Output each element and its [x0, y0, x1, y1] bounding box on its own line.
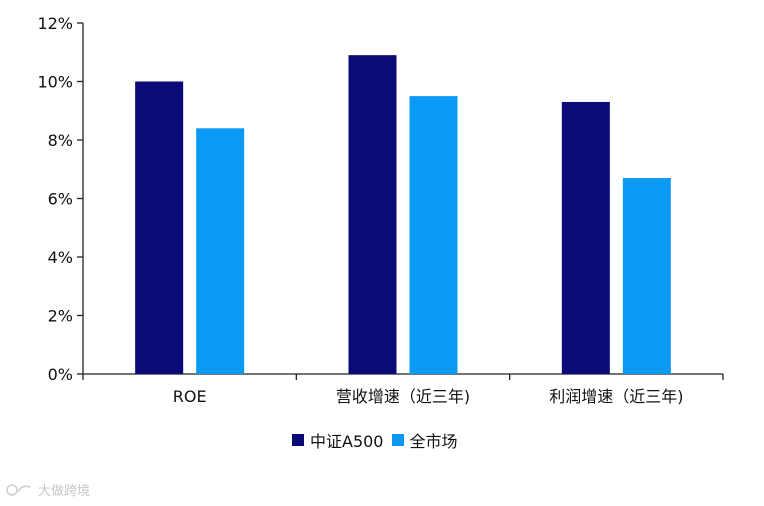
legend-item-series-2: 全市场: [391, 428, 458, 452]
bars: [135, 55, 671, 375]
bar-1-3: [561, 101, 610, 374]
y-tick-label: 2%: [48, 307, 73, 326]
y-tick-label: 12%: [37, 14, 73, 33]
x-axis: ROE 营收增速（近三年) 利润增速（近三年): [82, 373, 724, 406]
bird-logo-icon: [6, 482, 32, 498]
x-tick-label: ROE: [173, 387, 207, 406]
y-tick-label: 10%: [37, 73, 73, 92]
watermark: 大做跨境: [6, 480, 90, 499]
bar-1-1: [135, 81, 184, 374]
legend-item-series-1: 中证A500: [292, 428, 384, 452]
legend-label-series-2: 全市场: [409, 432, 458, 451]
y-tick-label: 8%: [48, 131, 73, 150]
bar-1-2: [348, 55, 397, 375]
legend-swatch-series-2: [391, 434, 404, 446]
y-tick-label: 0%: [48, 365, 73, 384]
x-tick-label: 利润增速（近三年): [549, 387, 683, 406]
legend-label-series-1: 中证A500: [310, 432, 384, 451]
y-axis: 0% 2% 4% 6% 8% 10% 12%: [37, 14, 84, 384]
bar-2-1: [196, 128, 245, 374]
legend-swatch-series-1: [292, 434, 304, 446]
watermark-text: 大做跨境: [38, 484, 91, 499]
bar-2-3: [622, 178, 671, 374]
x-tick-label: 营收增速（近三年): [336, 387, 470, 406]
legend: 中证A500 全市场: [292, 428, 466, 452]
y-tick-label: 4%: [48, 248, 73, 267]
y-tick-label: 6%: [48, 190, 73, 209]
bar-2-2: [409, 96, 458, 374]
